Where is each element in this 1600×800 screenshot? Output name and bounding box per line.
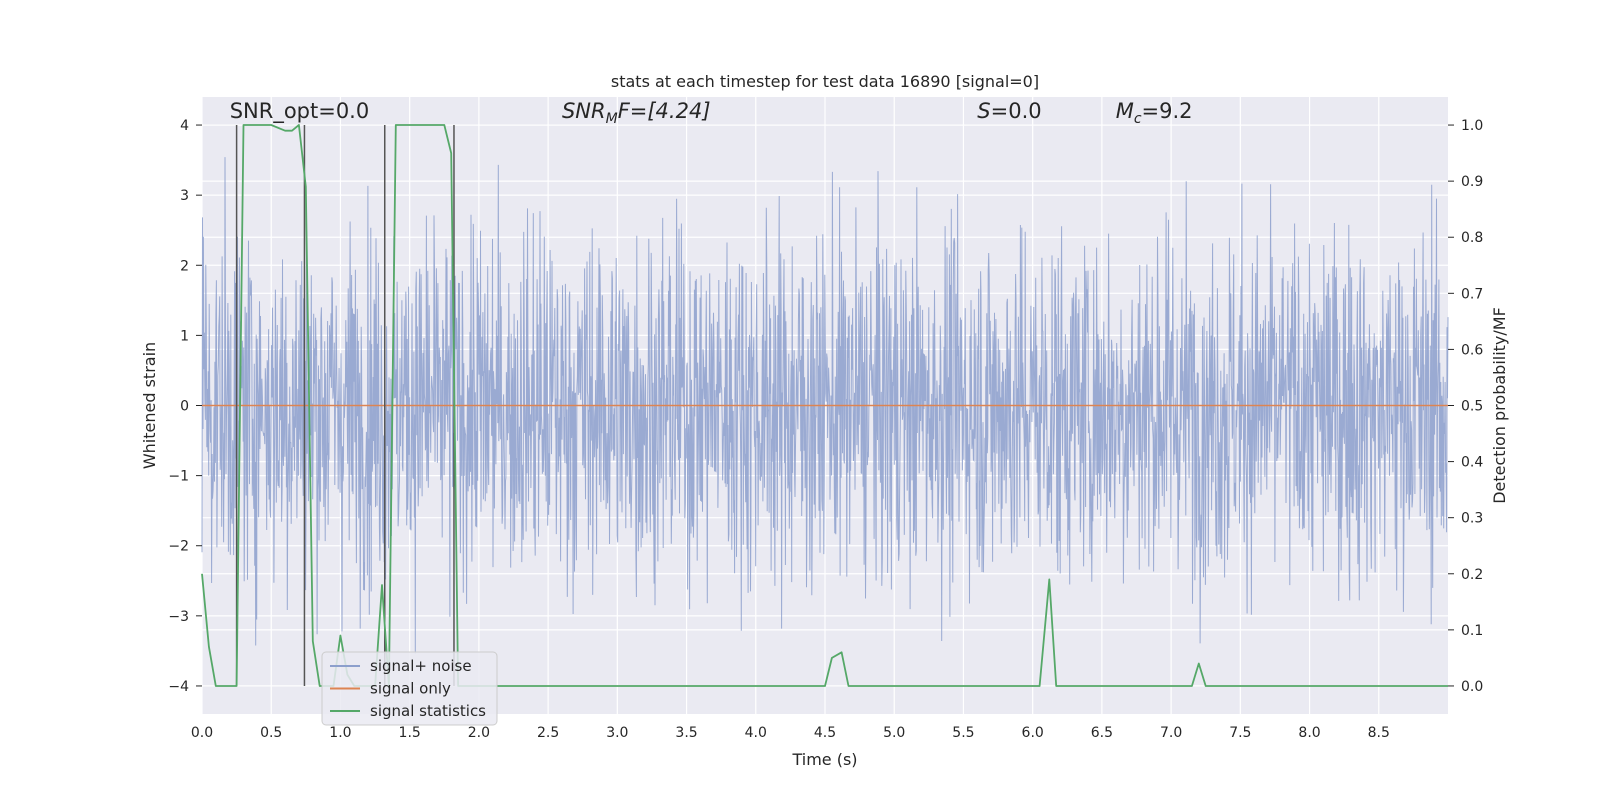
y2-tick-label: 0.3 (1461, 511, 1483, 527)
legend-label-signal-plus-noise: signal+ noise (370, 657, 472, 675)
y2-axis-label: Detection probability/MF (1490, 307, 1509, 504)
x-tick-label: 7.5 (1229, 725, 1251, 741)
annotation-s: S=0.0 (977, 99, 1041, 123)
statistics-line (201, 124, 1448, 687)
y2-tick-label: 0.8 (1461, 230, 1483, 246)
x-tick-label: 5.5 (952, 725, 974, 741)
legend-label-signal-only: signal only (370, 680, 451, 698)
x-tick-label: 2.0 (468, 725, 490, 741)
annotation-mc-value: =9.2 (1142, 99, 1193, 123)
annotation-snr-opt: SNR_opt=0.0 (230, 99, 370, 124)
annotation-s-value: =0.0 (991, 99, 1042, 123)
y2-tick-label: 0.7 (1461, 286, 1483, 302)
y2-tick-label: 0.1 (1461, 623, 1483, 639)
y-tick-label: 4 (180, 118, 189, 134)
x-tick-label: 6.5 (1091, 725, 1113, 741)
x-tick-label: 1.5 (399, 725, 421, 741)
x-ticks: 0.0 0.5 1.0 1.5 2.0 2.5 3.0 3.5 4.0 4.5 5.0 5.5 6.0 6… (191, 725, 1390, 741)
y-tick-label: −2 (168, 539, 189, 555)
y-tick-label: 0 (180, 399, 189, 415)
y2-tick-label: 0.6 (1461, 342, 1483, 358)
y-tick-label: −4 (168, 679, 189, 695)
y2-tick-label: 0.5 (1461, 399, 1483, 415)
x-tick-label: 6.0 (1022, 725, 1044, 741)
annotation-mc-subscript: c (1134, 111, 1142, 127)
y2-ticks: 1.0 0.9 0.8 0.7 0.6 0.5 0.4 0.3 0.2 0.1 0.0 (1448, 118, 1483, 695)
x-tick-label: 3.5 (675, 725, 697, 741)
y-tick-label: 1 (180, 328, 189, 344)
y-axis-label: Whitened strain (140, 342, 159, 469)
y-tick-label: −3 (168, 609, 189, 625)
annotation-snr-mf: SNRMF=[4.24] (562, 99, 711, 127)
x-tick-label: 3.0 (606, 725, 628, 741)
annotation-snr-mf-symbol: SNR (562, 99, 606, 123)
y2-tick-label: 0.4 (1461, 455, 1483, 471)
x-tick-label: 8.5 (1368, 725, 1390, 741)
y2-tick-label: 1.0 (1461, 118, 1483, 134)
noise-trace (201, 157, 1449, 654)
annotation-mc-symbol: M (1116, 99, 1134, 123)
x-tick-label: 5.0 (883, 725, 905, 741)
x-tick-label: 4.0 (745, 725, 767, 741)
series-signal-statistics (201, 124, 1448, 687)
x-tick-label: 4.5 (814, 725, 836, 741)
annotation-snr-mf-subscript: M (606, 111, 618, 127)
y-tick-label: 2 (180, 258, 189, 274)
chart-title: stats at each timestep for test data 168… (611, 72, 1039, 91)
series-signal-plus-noise (201, 157, 1449, 654)
y-tick-label: 3 (180, 188, 189, 204)
y2-tick-label: 0.0 (1461, 679, 1483, 695)
x-tick-label: 1.0 (329, 725, 351, 741)
y2-tick-label: 0.2 (1461, 567, 1483, 583)
y-ticks: 4 3 2 1 0 −1 −2 −3 −4 (168, 118, 202, 695)
annotation-s-symbol: S (977, 99, 990, 123)
x-tick-label: 0.5 (260, 725, 282, 741)
x-tick-label: 8.0 (1298, 725, 1320, 741)
annotation-mc: Mc=9.2 (1116, 99, 1193, 127)
legend-label-signal-statistics: signal statistics (370, 702, 486, 720)
x-tick-label: 2.5 (537, 725, 559, 741)
y-tick-label: −1 (168, 469, 189, 485)
x-tick-label: 7.0 (1160, 725, 1182, 741)
annotation-snr-mf-value: F=[4.24] (618, 99, 711, 123)
legend-box (321, 651, 498, 726)
y2-tick-label: 0.9 (1461, 174, 1483, 190)
x-axis-label: Time (s) (791, 750, 857, 769)
x-tick-label: 0.0 (191, 725, 213, 741)
legend: signal+ noise signal only signal statist… (321, 651, 498, 726)
